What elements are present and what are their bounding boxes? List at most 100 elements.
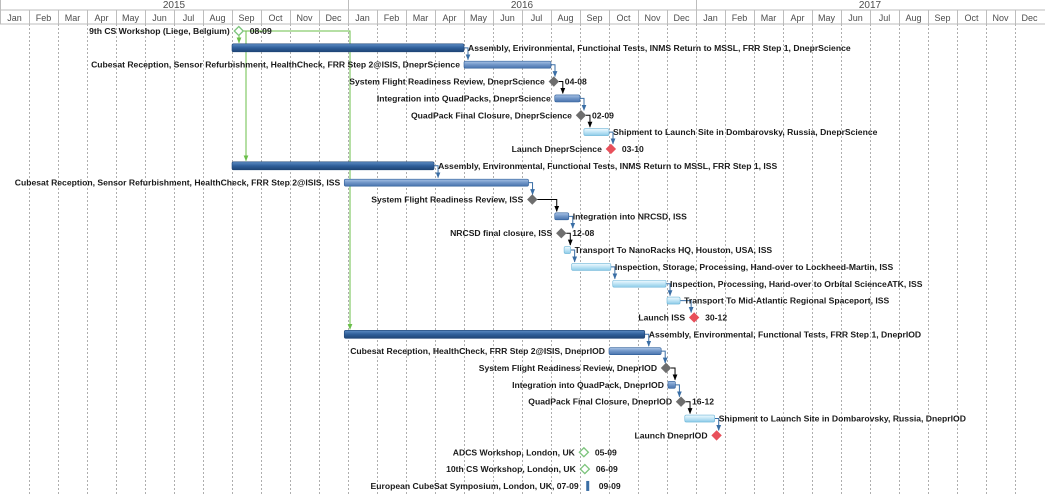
month-label: Apr bbox=[94, 13, 108, 23]
milestone-date-label: 30-12 bbox=[705, 312, 727, 322]
dependency-links bbox=[236, 30, 722, 431]
task-label: Assembly, Environmental, Functional Test… bbox=[438, 161, 777, 171]
dependency-link bbox=[434, 165, 441, 179]
dependency-link bbox=[585, 114, 593, 128]
month-label: Nov bbox=[644, 13, 661, 23]
task-label: Shipment to Launch Site in Dombarovsky, … bbox=[613, 127, 878, 137]
month-label: May bbox=[818, 13, 836, 23]
task-bar bbox=[666, 296, 681, 305]
task-label: Inspection, Processing, Hand-over to Orb… bbox=[670, 279, 923, 289]
timeline-header: 2015 2016 2017 Jan Feb Mar Apr May Jun Jul Aug Sep O… bbox=[0, 0, 1045, 25]
task-label: System Flight Readiness Review, DneprIOD bbox=[479, 363, 657, 373]
task-label: 10th CS Workshop, London, UK bbox=[446, 464, 576, 474]
month-label: Jul bbox=[531, 13, 543, 23]
dependency-link bbox=[580, 97, 587, 111]
month-label: Oct bbox=[964, 13, 979, 23]
milestone-date-label: 04-08 bbox=[565, 77, 587, 87]
task-label: QuadPack Final Closure, DneprScience bbox=[411, 110, 572, 120]
dependency-link bbox=[558, 81, 566, 94]
dependency-link bbox=[551, 64, 558, 78]
dependency-link bbox=[464, 47, 471, 61]
milestone-diamond bbox=[575, 110, 587, 121]
month-label: Jun bbox=[848, 13, 863, 23]
month-label: Apr bbox=[442, 13, 456, 23]
task-bar bbox=[563, 246, 571, 254]
dependency-link bbox=[661, 350, 668, 364]
year-label: 2015 bbox=[163, 0, 186, 11]
dependency-link bbox=[680, 300, 694, 314]
milestone-date-label: 08-09 bbox=[250, 26, 272, 36]
dependency-link bbox=[686, 401, 693, 415]
dependency-link bbox=[528, 182, 535, 196]
task-label: System Flight Readiness Review, ISS bbox=[371, 195, 523, 205]
task-bar bbox=[583, 128, 610, 136]
month-label: Sep bbox=[934, 13, 950, 23]
dependency-link bbox=[644, 333, 652, 347]
task-bar bbox=[571, 263, 612, 271]
task-label: Launch ISS bbox=[638, 312, 685, 322]
milestone-diamond bbox=[548, 76, 560, 87]
task-label: Launch DneprIOD bbox=[635, 430, 708, 440]
month-label: Aug bbox=[905, 13, 921, 23]
month-label: Jan bbox=[703, 13, 718, 23]
dependency-link bbox=[610, 266, 618, 280]
task-bar bbox=[554, 212, 570, 221]
milestone-date-label: 02-09 bbox=[592, 110, 614, 120]
task-label: Transport To NanoRacks HQ, Houston, USA,… bbox=[575, 245, 773, 255]
year-label: 2016 bbox=[511, 0, 534, 11]
month-label: May bbox=[470, 13, 488, 23]
month-label: Feb bbox=[384, 13, 400, 23]
task-bar bbox=[343, 178, 529, 187]
milestone-date-label: 09-09 bbox=[599, 481, 621, 491]
task-label: Shipment to Launch Site in Dombarovsky, … bbox=[719, 414, 966, 424]
task-label: Transport To Mid-Atlantic Regional Space… bbox=[684, 296, 889, 306]
task-label: ADCS Workshop, London, UK bbox=[453, 447, 576, 457]
month-label: Feb bbox=[732, 13, 748, 23]
task-label: Inspection, Storage, Processing, Hand-ov… bbox=[615, 262, 894, 272]
dependency-link bbox=[675, 384, 682, 398]
milestone-diamond bbox=[688, 312, 700, 323]
task-label: Integration into NRCSD, ISS bbox=[573, 211, 687, 221]
milestone-diamond bbox=[711, 430, 722, 441]
task-label: Assembly, Environmental, Functional Test… bbox=[468, 43, 851, 53]
task-label: Launch DneprScience bbox=[512, 144, 602, 154]
summary-bar bbox=[343, 329, 646, 339]
month-label: Jan bbox=[7, 13, 22, 23]
milestone-date-label: 16-12 bbox=[692, 397, 714, 407]
milestone-date-label: 03-10 bbox=[622, 144, 644, 154]
milestone-diamond bbox=[556, 227, 567, 239]
month-label: Jun bbox=[152, 13, 167, 23]
task-label: Assembly, Environmental, Functional Test… bbox=[649, 329, 921, 339]
month-label: May bbox=[122, 13, 140, 23]
summary-bar bbox=[231, 161, 435, 171]
task-label: Cubesat Reception, Sensor Refurbishment,… bbox=[91, 60, 460, 70]
milestone-date-label: 12-08 bbox=[572, 228, 594, 238]
month-label: Aug bbox=[209, 13, 225, 23]
task-label: System Flight Readiness Review, DneprSci… bbox=[349, 77, 545, 87]
month-label: Mar bbox=[761, 13, 777, 23]
dependency-link bbox=[714, 418, 722, 431]
month-label: Dec bbox=[325, 13, 342, 23]
milestone-date-label: 06-09 bbox=[596, 464, 618, 474]
milestone-diamond bbox=[233, 25, 245, 37]
month-label: Jan bbox=[355, 13, 370, 23]
task-label: Integration into QuadPack, DneprIOD bbox=[512, 380, 664, 390]
month-label: Oct bbox=[616, 13, 631, 23]
dependency-link bbox=[671, 367, 678, 381]
task-labels: 9th CS Workshop (Liege, Belgium) 08-09 Ass… bbox=[15, 26, 966, 491]
year-label: 2017 bbox=[859, 0, 882, 11]
task-bar bbox=[667, 381, 676, 389]
month-label: Aug bbox=[557, 13, 573, 23]
milestone-date-label: 05-09 bbox=[595, 447, 617, 457]
dependency-link bbox=[566, 232, 573, 246]
month-label: Sep bbox=[586, 13, 602, 23]
milestone-diamond bbox=[605, 143, 617, 155]
task-label: European CubeSat Symposium, London, UK, … bbox=[371, 481, 579, 491]
task-label: Integration into QuadPacks, DneprScience bbox=[377, 93, 551, 103]
dependency-link bbox=[570, 249, 578, 263]
month-label: Jun bbox=[500, 13, 515, 23]
dependency-link bbox=[666, 283, 673, 297]
month-label: Mar bbox=[413, 13, 429, 23]
month-label: Apr bbox=[790, 13, 804, 23]
